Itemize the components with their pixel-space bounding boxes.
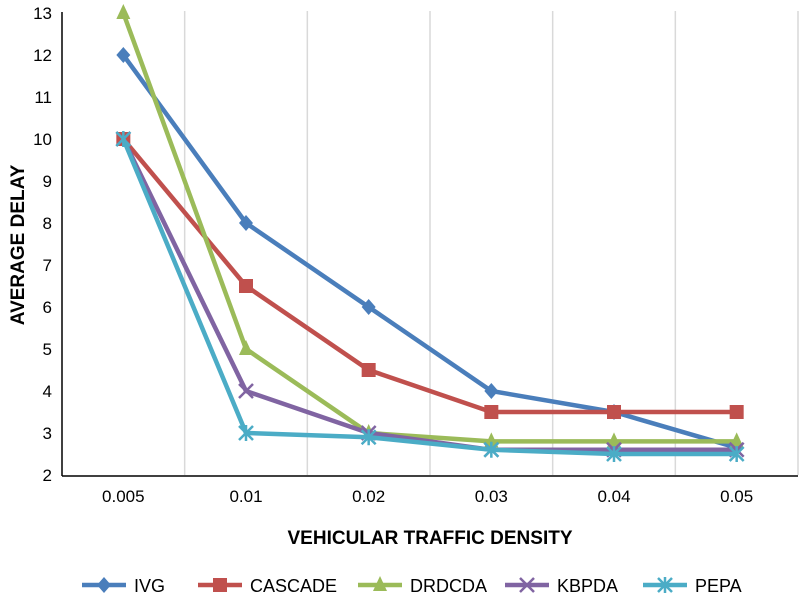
legend-label: CASCADE bbox=[250, 576, 337, 596]
series-line bbox=[121, 138, 737, 457]
series-line bbox=[121, 12, 737, 444]
marker-triangle bbox=[484, 432, 499, 448]
marker-triangle bbox=[373, 576, 387, 591]
marker-diamond bbox=[97, 577, 111, 593]
y-tick-label: 9 bbox=[43, 172, 52, 191]
legend-label: IVG bbox=[134, 576, 165, 596]
series-line bbox=[121, 53, 738, 450]
marker-square bbox=[361, 363, 376, 377]
marker-star bbox=[115, 131, 132, 147]
marker-square bbox=[729, 405, 744, 419]
legend: IVG CASCADE DRDCDA KBPDA PEPA bbox=[82, 576, 742, 596]
x-axis-label: VEHICULAR TRAFFIC DENSITY bbox=[288, 528, 573, 549]
x-tick-label: 0.005 bbox=[102, 487, 145, 506]
y-tick-label: 3 bbox=[43, 424, 52, 443]
legend-label: PEPA bbox=[695, 576, 742, 596]
marker-triangle bbox=[607, 432, 621, 448]
marker-diamond bbox=[239, 215, 253, 231]
marker-square bbox=[484, 405, 499, 419]
y-tick-label: 5 bbox=[43, 340, 52, 359]
y-tick-label: 6 bbox=[43, 298, 52, 317]
y-axis-label: AVERAGE DELAY bbox=[8, 164, 29, 325]
marker-star bbox=[360, 429, 377, 446]
marker-diamond bbox=[361, 299, 376, 315]
x-tick-label: 0.02 bbox=[352, 487, 385, 506]
y-tick-label: 11 bbox=[34, 88, 52, 107]
legend-label: KBPDA bbox=[557, 576, 618, 596]
y-tick-label: 4 bbox=[43, 382, 52, 401]
x-tick-label: 0.01 bbox=[229, 487, 262, 506]
legend-item-drdcda: DRDCDA bbox=[358, 576, 487, 596]
marker-x bbox=[519, 577, 535, 593]
marker-triangle bbox=[116, 4, 131, 19]
marker-x bbox=[238, 383, 254, 399]
marker-diamond bbox=[116, 47, 131, 63]
series-line bbox=[121, 137, 737, 415]
legend-label: DRDCDA bbox=[410, 576, 487, 596]
marker-star bbox=[657, 577, 673, 593]
marker-star bbox=[238, 425, 254, 441]
marker-square bbox=[239, 279, 253, 293]
y-tick-label: 12 bbox=[33, 46, 52, 65]
marker-triangle bbox=[239, 340, 253, 355]
y-tick-label: 2 bbox=[43, 466, 52, 485]
marker-star bbox=[728, 446, 745, 462]
y-tick-label: 13 bbox=[33, 4, 52, 23]
legend-item-pepa: PEPA bbox=[643, 576, 742, 596]
series-pepa bbox=[115, 131, 745, 462]
marker-triangle bbox=[729, 432, 744, 448]
y-tick-label: 7 bbox=[43, 256, 52, 275]
legend-item-kbpda: KBPDA bbox=[505, 576, 618, 596]
marker-square bbox=[607, 405, 621, 419]
marker-star bbox=[606, 446, 622, 462]
marker-square bbox=[213, 578, 227, 592]
legend-item-ivg: IVG bbox=[82, 576, 165, 596]
x-tick-label: 0.03 bbox=[475, 487, 508, 506]
y-tick-label: 8 bbox=[43, 214, 52, 233]
x-tick-label: 0.04 bbox=[597, 487, 630, 506]
y-tick-label: 10 bbox=[33, 130, 52, 149]
x-tick-label: 0.05 bbox=[720, 487, 753, 506]
marker-diamond bbox=[484, 383, 499, 399]
marker-star bbox=[483, 441, 500, 458]
legend-item-cascade: CASCADE bbox=[198, 576, 337, 596]
